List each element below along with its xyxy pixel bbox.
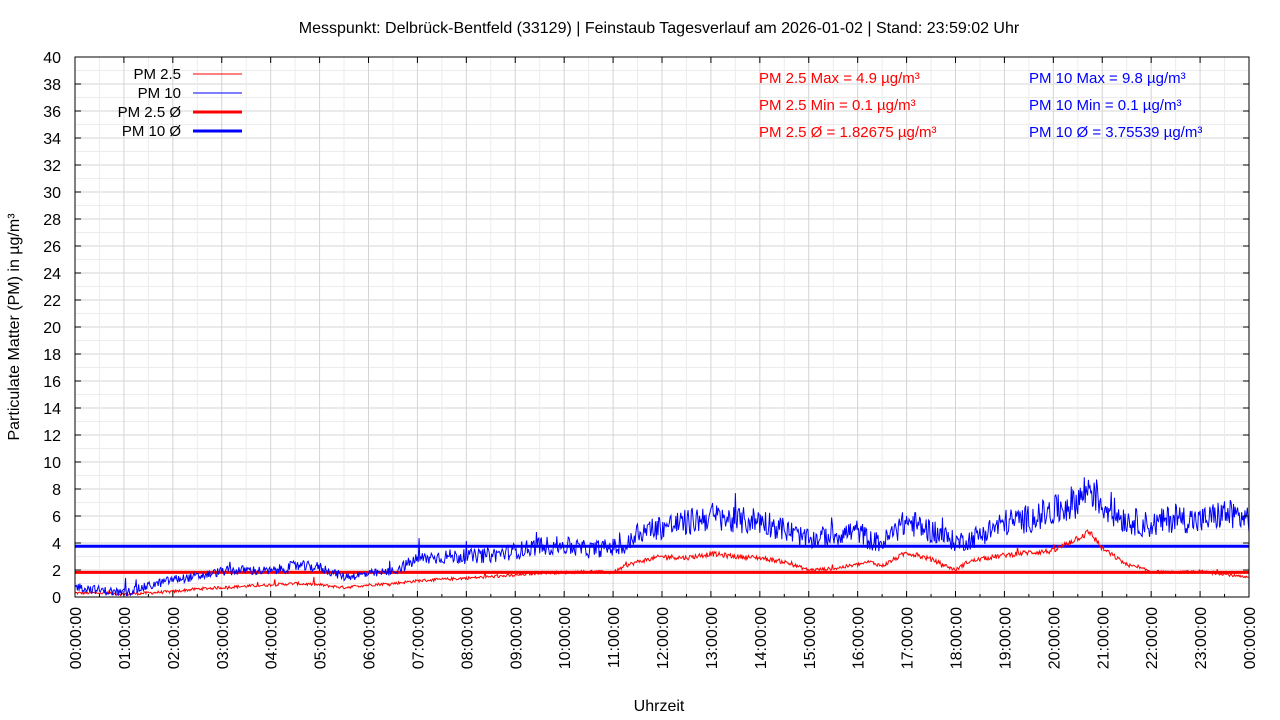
x-tick-label: 07:00:00	[410, 607, 427, 669]
series-line-1	[74, 477, 1250, 597]
x-tick-label: 15:00:00	[802, 607, 819, 669]
axis-ticks: 024681012141618202224262830323436384000:…	[43, 50, 1259, 669]
x-tick-label: 22:00:00	[1144, 607, 1161, 669]
x-tick-label: 00:00:00	[1242, 607, 1259, 669]
x-tick-label: 20:00:00	[1046, 607, 1063, 669]
legend-label-3: PM 10 Ø	[122, 123, 182, 140]
x-tick-label: 21:00:00	[1095, 607, 1112, 669]
pm10-max-label: PM 10 Max = 9.8 µg/m³	[1029, 70, 1186, 87]
pm10-avg-label: PM 10 Ø = 3.75539 µg/m³	[1029, 124, 1202, 141]
y-tick-label: 12	[43, 428, 61, 445]
x-tick-label: 17:00:00	[900, 607, 917, 669]
y-tick-label: 8	[52, 482, 61, 499]
x-tick-label: 08:00:00	[459, 607, 476, 669]
y-tick-label: 16	[43, 374, 61, 391]
y-tick-label: 38	[43, 77, 61, 94]
y-tick-label: 10	[43, 455, 61, 472]
legend: PM 2.5 PM 10 PM 2.5 Ø PM 10 Ø	[118, 66, 242, 140]
pm25-max-label: PM 2.5 Max = 4.9 µg/m³	[759, 70, 920, 87]
y-tick-label: 18	[43, 347, 61, 364]
x-tick-label: 06:00:00	[362, 607, 379, 669]
stats-annotations: PM 2.5 Max = 4.9 µg/m³ PM 2.5 Min = 0.1 …	[759, 70, 1202, 141]
x-tick-label: 12:00:00	[655, 607, 672, 669]
x-tick-label: 16:00:00	[851, 607, 868, 669]
y-tick-label: 40	[43, 50, 61, 67]
y-tick-label: 20	[43, 320, 61, 337]
y-tick-label: 6	[52, 509, 61, 526]
y-tick-label: 0	[52, 590, 61, 607]
y-tick-label: 2	[52, 563, 61, 580]
y-tick-label: 36	[43, 104, 61, 121]
pm25-avg-label: PM 2.5 Ø = 1.82675 µg/m³	[759, 124, 936, 141]
legend-label-0: PM 2.5	[133, 66, 181, 83]
x-tick-label: 03:00:00	[215, 607, 232, 669]
x-tick-label: 14:00:00	[753, 607, 770, 669]
x-tick-label: 18:00:00	[949, 607, 966, 669]
series-line-0	[74, 529, 1250, 597]
y-tick-label: 34	[43, 131, 61, 148]
x-tick-label: 09:00:00	[508, 607, 525, 669]
x-tick-label: 11:00:00	[606, 607, 623, 668]
y-tick-label: 14	[43, 401, 61, 418]
x-tick-label: 23:00:00	[1193, 607, 1210, 669]
y-tick-label: 32	[43, 158, 61, 175]
pm25-min-label: PM 2.5 Min = 0.1 µg/m³	[759, 97, 916, 114]
y-tick-label: 22	[43, 293, 61, 310]
x-tick-label: 05:00:00	[313, 607, 330, 669]
series-lines	[74, 477, 1250, 597]
legend-label-1: PM 10	[138, 85, 181, 102]
x-tick-label: 00:00:00	[68, 607, 85, 669]
x-tick-label: 01:00:00	[117, 607, 134, 669]
y-tick-label: 24	[43, 266, 61, 283]
y-tick-label: 30	[43, 185, 61, 202]
grid	[74, 56, 1250, 598]
chart-title: Messpunkt: Delbrück-Bentfeld (33129) | F…	[299, 20, 1020, 37]
x-tick-label: 13:00:00	[704, 607, 721, 669]
x-tick-label: 02:00:00	[166, 607, 183, 669]
x-tick-label: 04:00:00	[264, 607, 281, 669]
legend-label-2: PM 2.5 Ø	[118, 104, 182, 121]
y-axis-label: Particulate Matter (PM) in µg/m³	[6, 213, 23, 441]
x-axis-label: Uhrzeit	[634, 698, 685, 715]
x-tick-label: 10:00:00	[557, 607, 574, 669]
pm10-min-label: PM 10 Min = 0.1 µg/m³	[1029, 97, 1181, 114]
y-tick-label: 28	[43, 212, 61, 229]
x-tick-label: 19:00:00	[997, 607, 1014, 669]
y-tick-label: 26	[43, 239, 61, 256]
y-tick-label: 4	[52, 536, 61, 553]
